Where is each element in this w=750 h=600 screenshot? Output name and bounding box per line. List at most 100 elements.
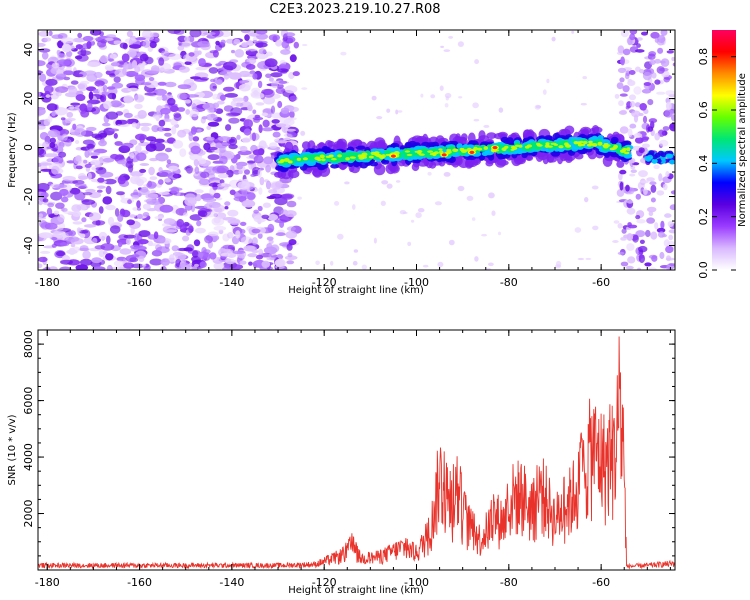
heatmap-blob xyxy=(642,71,652,81)
heatmap-blob xyxy=(325,155,331,158)
heatmap-blob xyxy=(92,266,106,270)
heatmap-blob xyxy=(289,110,295,119)
heatmap-blob xyxy=(99,31,104,37)
heatmap-blob xyxy=(154,216,164,220)
heatmap-blob xyxy=(536,144,543,147)
heatmap-blob xyxy=(469,150,475,154)
heatmap-blob xyxy=(224,206,229,210)
heatmap-blob xyxy=(617,223,623,229)
heatmap-blob xyxy=(158,57,165,66)
heatmap-blob xyxy=(261,260,271,268)
heatmap-blob xyxy=(427,171,432,176)
heatmap-blob xyxy=(501,147,507,152)
heatmap-blob xyxy=(613,220,620,224)
heatmap-blob xyxy=(415,212,422,219)
heatmap-blob xyxy=(286,131,297,138)
heatmap-blob xyxy=(96,185,106,189)
heatmap-blob xyxy=(434,201,442,206)
heatmap-blob xyxy=(483,124,490,128)
heatmap-blob xyxy=(617,67,627,73)
heatmap-blob xyxy=(85,188,96,193)
heatmap-blob xyxy=(349,156,355,159)
heatmap-blob xyxy=(164,177,172,183)
heatmap-blob xyxy=(315,260,320,266)
heatmap-blob xyxy=(353,249,359,253)
heatmap-blob xyxy=(380,200,386,206)
heatmap-blob xyxy=(227,244,235,250)
heatmap-blob xyxy=(228,144,238,150)
heatmap-blob xyxy=(306,156,313,161)
heatmap-blob xyxy=(258,187,263,195)
heatmap-blob xyxy=(209,252,217,260)
y-tick-label: -20 xyxy=(22,188,35,206)
heatmap-blob xyxy=(284,32,296,37)
heatmap-blob xyxy=(258,48,267,55)
heatmap-blob xyxy=(155,152,169,162)
heatmap-blob xyxy=(476,147,483,151)
heatmap-blob xyxy=(44,222,58,230)
heatmap-blob xyxy=(184,61,192,65)
heatmap-blob xyxy=(38,42,46,47)
colorbar xyxy=(712,30,736,270)
heatmap-blob xyxy=(624,151,630,155)
heatmap-blob xyxy=(206,201,213,206)
heatmap-blob xyxy=(108,128,120,132)
heatmap-blob xyxy=(45,78,58,86)
heatmap-blob xyxy=(58,151,67,158)
y-tick-label: 2000 xyxy=(22,500,35,528)
heatmap-blob xyxy=(219,155,228,165)
heatmap-blob xyxy=(265,73,272,79)
heatmap-blob xyxy=(660,220,665,229)
heatmap-blob xyxy=(63,70,74,76)
heatmap-blob xyxy=(51,236,58,241)
x-tick-label: -120 xyxy=(312,276,337,289)
heatmap-blob xyxy=(648,267,657,270)
heatmap-blob xyxy=(286,243,293,251)
heatmap-blob xyxy=(72,221,83,225)
snr-series-line xyxy=(38,336,675,570)
heatmap-blob xyxy=(573,141,579,145)
heatmap-blob xyxy=(407,241,412,247)
heatmap-blob xyxy=(627,224,638,229)
heatmap-blob xyxy=(108,58,115,62)
heatmap-blob xyxy=(602,144,607,147)
heatmap-blob xyxy=(63,210,75,215)
heatmap-blob xyxy=(616,188,625,197)
snr-x-ticks: -180 -160 -140 -120 -100 -80 -60 xyxy=(35,330,671,589)
heatmap-blob xyxy=(38,143,43,147)
heatmap-blob xyxy=(374,153,380,157)
heatmap-blob xyxy=(542,153,549,165)
heatmap-blob xyxy=(241,30,251,34)
heatmap-blob xyxy=(86,41,92,49)
heatmap-blob xyxy=(64,119,73,124)
heatmap-blob xyxy=(170,186,180,195)
heatmap-blob xyxy=(636,219,646,224)
heatmap-blob xyxy=(119,42,128,49)
heatmap-blob xyxy=(38,91,41,97)
heatmap-blob xyxy=(626,199,634,204)
heatmap-blob xyxy=(236,134,241,140)
heatmap-blob xyxy=(267,214,279,221)
heatmap-blob xyxy=(178,66,190,73)
heatmap-blob xyxy=(223,61,237,71)
heatmap-blob xyxy=(275,87,286,94)
heatmap-blob xyxy=(665,257,675,261)
colorbar-tick-label: 0.2 xyxy=(697,208,710,226)
heatmap-blob xyxy=(268,252,278,260)
heatmap-blob xyxy=(609,147,615,151)
heatmap-blob xyxy=(444,103,449,108)
heatmap-blob xyxy=(255,30,268,35)
heatmap-blob xyxy=(86,126,97,132)
heatmap-blob xyxy=(257,248,263,254)
heatmap-blob xyxy=(56,250,65,257)
heatmap-blob xyxy=(337,233,344,240)
heatmap-blob xyxy=(38,70,44,74)
heatmap-blob xyxy=(558,140,565,144)
heatmap-blob xyxy=(241,199,256,208)
heatmap-blob xyxy=(275,39,283,47)
heatmap-blob xyxy=(79,245,89,251)
heatmap-blob xyxy=(439,85,444,91)
heatmap-blob xyxy=(250,173,257,177)
heatmap-blob xyxy=(99,95,105,101)
heatmap-blob xyxy=(556,154,564,165)
